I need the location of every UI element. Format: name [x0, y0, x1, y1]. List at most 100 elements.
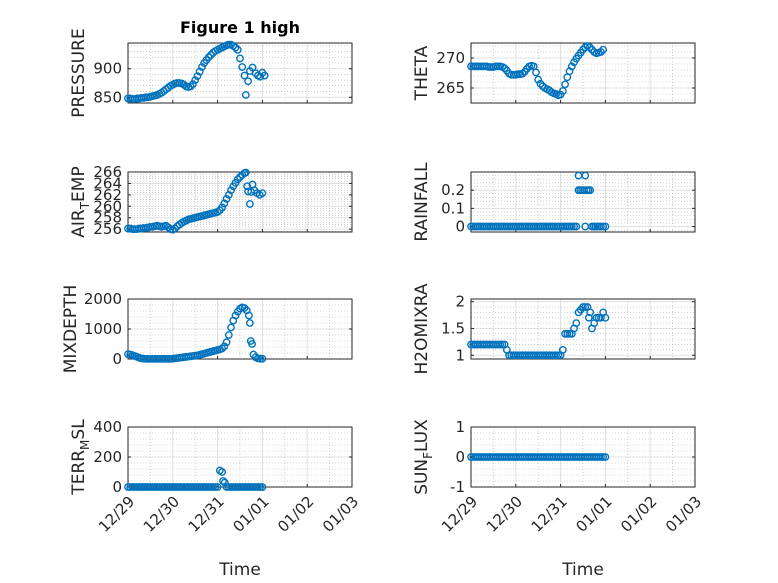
chart-5-point — [579, 303, 587, 311]
chart-5-point — [572, 319, 581, 328]
chart-6-point — [213, 483, 222, 491]
chart-4-ylabel: MIXDEPTH — [61, 285, 81, 374]
chart-2-ytick-label: 262 — [93, 186, 122, 204]
chart-6-ylabel: TERRMSL — [69, 419, 92, 496]
chart-7-ytick-label: 0 — [455, 448, 465, 466]
chart-6-series — [124, 466, 267, 491]
chart-1-point — [514, 70, 522, 79]
chart-4-point — [224, 331, 233, 339]
chart-6-xtick-label: 01/02 — [274, 493, 317, 536]
chart-5-ylabel: H2OMIXRA — [412, 283, 432, 374]
chart-1-point — [558, 87, 567, 95]
chart-0-point — [248, 63, 257, 72]
chart-2-ytick-label: 256 — [93, 220, 122, 238]
chart-3-point — [570, 222, 578, 231]
chart-3-point — [586, 186, 595, 195]
chart-6-xlabel: Time — [218, 560, 261, 580]
chart-5-point — [565, 329, 574, 338]
chart-0-point — [260, 71, 269, 80]
chart-6-point — [211, 483, 220, 491]
chart-0-point — [224, 40, 233, 49]
chart-6-xtick-label: 12/30 — [140, 493, 183, 536]
chart-4-point — [258, 354, 267, 363]
chart-3-point — [572, 222, 581, 231]
chart-5-ytick-label: 1.5 — [441, 319, 465, 337]
chart-0-point — [191, 76, 200, 85]
chart-4-series — [124, 303, 267, 363]
chart-0-title: Figure 1 high — [180, 18, 300, 37]
chart-5-grid — [470, 299, 696, 359]
chart-3-point — [601, 222, 610, 231]
chart-4-ytick-label: 1000 — [84, 320, 122, 338]
chart-7-xtick-label: 01/03 — [662, 493, 705, 536]
chart-4-point — [222, 338, 231, 347]
chart-2-ytick-label: 260 — [93, 197, 122, 215]
chart-5-point — [586, 308, 595, 317]
chart-0-point — [189, 80, 197, 89]
chart-7-ylabel: SUNFLUX — [412, 419, 435, 495]
chart-5-point — [558, 345, 567, 354]
chart-1-point — [599, 45, 608, 54]
chart-6-xtick-label: 01/01 — [229, 493, 272, 536]
chart-0-ytick-label: 850 — [93, 88, 122, 106]
chart-5-point — [581, 303, 590, 311]
chart-3-frame — [470, 171, 696, 233]
chart-5-point — [498, 340, 507, 349]
chart-1-point — [493, 62, 502, 71]
chart-1-point — [532, 68, 540, 77]
chart-3-series — [467, 171, 610, 231]
chart-6-grid — [127, 426, 353, 488]
chart-2-ylabel: AIRTEMP — [69, 166, 92, 237]
chart-5-ytick-label: 1 — [455, 346, 465, 364]
chart-2-point — [245, 200, 254, 208]
chart-4-point — [231, 311, 240, 320]
chart-0-point — [233, 45, 242, 54]
chart-0-point — [236, 54, 244, 63]
chart-7-axes: -1 0 1 12/29 12/30 12/31 01/01 01/02 01/03 SUNFLU… — [412, 418, 705, 580]
chart-7-xlabel: Time — [561, 560, 604, 580]
chart-4-point — [218, 344, 226, 353]
chart-0-point — [240, 71, 249, 80]
chart-1-ylabel: THETA — [412, 45, 432, 101]
chart-5-axes: 1 1.5 2 H2OMIXRA — [412, 283, 696, 375]
chart-1-series — [467, 42, 608, 100]
chart-5-frame — [470, 298, 696, 360]
chart-4-grid — [127, 298, 353, 360]
chart-6-point — [218, 468, 226, 476]
chart-6-point — [256, 483, 265, 491]
chart-3-ylabel: RAINFALL — [412, 162, 432, 242]
chart-4-point — [256, 354, 265, 363]
chart-5-point — [584, 313, 593, 322]
chart-7-grid — [470, 426, 696, 488]
chart-6-ytick-label: 200 — [93, 448, 122, 466]
chart-2-point — [241, 168, 250, 177]
chart-4-ytick-label: 2000 — [84, 290, 122, 308]
chart-6-ytick-label: 400 — [93, 418, 122, 436]
chart-2-series — [124, 168, 267, 234]
chart-0-point — [244, 77, 252, 86]
chart-0-point — [204, 53, 213, 62]
chart-6-xtick-label: 01/03 — [319, 493, 362, 536]
chart-3-point — [567, 222, 576, 231]
chart-1-frame — [470, 42, 696, 104]
chart-3-point — [581, 171, 590, 180]
chart-0-point — [256, 72, 265, 81]
chart-0-ylabel: PRESSURE — [69, 28, 89, 117]
chart-7-xtick-label: 12/30 — [483, 493, 526, 536]
chart-3-ytick-label: 0.1 — [441, 199, 465, 217]
chart-6-axes: 0 200 400 12/29 12/30 12/31 01/01 01/02 01/03 TER… — [69, 418, 362, 580]
chart-4-point — [220, 342, 229, 351]
chart-1-ytick-label: 270 — [436, 49, 465, 67]
chart-6-point — [220, 478, 229, 487]
chart-5-point — [563, 329, 572, 338]
chart-0-point — [241, 91, 250, 99]
chart-1-point — [567, 62, 576, 71]
chart-6-point — [209, 483, 218, 491]
chart-6-xtick-label: 12/31 — [185, 493, 228, 536]
chart-3-point — [597, 222, 605, 231]
chart-5-point — [592, 313, 601, 322]
